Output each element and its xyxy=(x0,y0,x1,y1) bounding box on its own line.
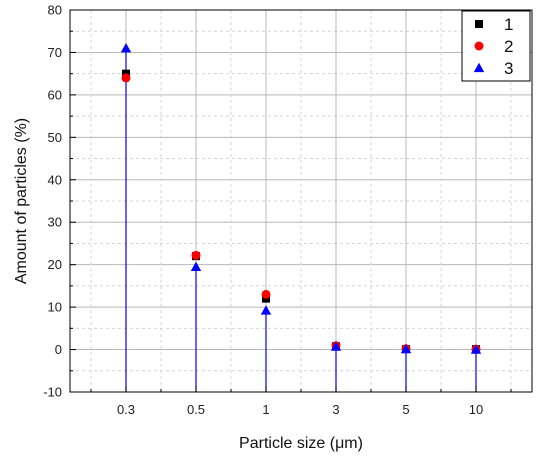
legend-marker-2 xyxy=(474,41,484,51)
data-point-series-3 xyxy=(470,344,482,354)
data-point-series-3 xyxy=(400,343,412,354)
y-tick-label: -10 xyxy=(43,385,62,400)
legend-label: 2 xyxy=(504,37,513,56)
x-axis-ticks: 0.3 0.5 1 3 5 10 xyxy=(90,386,512,417)
y-tick-label: 20 xyxy=(48,257,62,272)
x-tick-label: 0.3 xyxy=(117,402,135,417)
y-axis-ticks: -10 0 10 20 30 40 50 60 70 80 xyxy=(43,3,76,400)
legend-box xyxy=(461,10,531,82)
legend-label: 1 xyxy=(504,15,513,34)
y-tick-label: 10 xyxy=(48,300,62,315)
x-axis-title: Particle size (μm) xyxy=(239,435,363,452)
data-point-series-3 xyxy=(330,341,342,351)
data-point-series-3 xyxy=(190,261,202,271)
legend-marker-3 xyxy=(473,62,485,73)
y-tick-label: 80 xyxy=(48,3,62,18)
y-axis-title: Amount of particles (%) xyxy=(13,118,30,284)
data-point-series-2 xyxy=(191,250,201,260)
data-point-series-3 xyxy=(260,305,272,315)
y-tick-label: 50 xyxy=(48,130,62,145)
y-tick-label: 30 xyxy=(48,215,62,230)
data-point-series-3 xyxy=(120,43,132,53)
grid xyxy=(70,10,532,392)
y-tick-label: 40 xyxy=(48,172,62,187)
x-tick-label: 5 xyxy=(402,402,409,417)
legend-label: 3 xyxy=(504,59,513,78)
y-tick-label: 0 xyxy=(55,342,62,357)
data-point-series-2 xyxy=(121,73,131,83)
stem-lines xyxy=(125,48,477,392)
data-point-series-2 xyxy=(261,289,271,299)
data-points xyxy=(120,43,482,354)
y-tick-label: 60 xyxy=(48,87,62,102)
legend-marker-1 xyxy=(475,20,483,28)
legend: 1 2 3 xyxy=(461,10,531,82)
y-tick-label: 70 xyxy=(48,45,62,60)
x-tick-label: 10 xyxy=(469,402,483,417)
x-tick-label: 3 xyxy=(332,402,339,417)
x-tick-label: 0.5 xyxy=(187,402,205,417)
x-tick-label: 1 xyxy=(262,402,269,417)
